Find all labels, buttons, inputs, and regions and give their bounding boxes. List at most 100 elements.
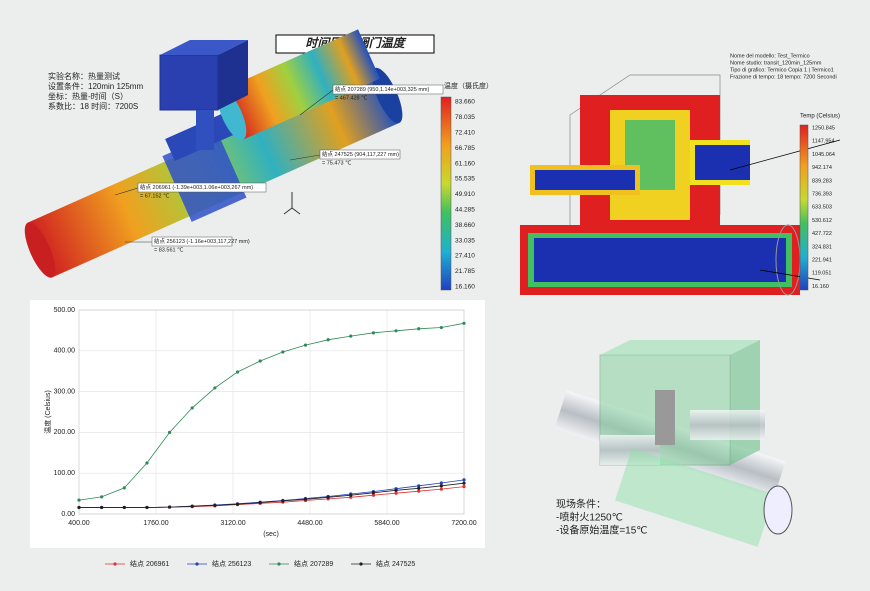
legend-tick-label: 633.503 bbox=[812, 205, 832, 211]
y-tick-label: 400.00 bbox=[54, 348, 76, 355]
legend-tick-label: 49.910 bbox=[455, 191, 475, 198]
callout-node: 结点 207289 (950,1.14e+003,325 mm) bbox=[335, 85, 429, 93]
legend-tick-label: 38.660 bbox=[455, 222, 475, 229]
y-tick-label: 200.00 bbox=[54, 429, 76, 436]
x-tick-label: 4480.00 bbox=[297, 520, 322, 527]
right-legend-title: Temp (Celsius) bbox=[800, 114, 840, 120]
legend-label: 结点 207289 bbox=[294, 559, 333, 568]
data-point bbox=[167, 505, 172, 509]
legend-marker bbox=[195, 562, 199, 566]
legend-tick-label: 55.535 bbox=[455, 176, 475, 183]
legend-tick-label: 16.160 bbox=[812, 284, 829, 290]
callout-node: 结点 206961 (-1.39e+003,1.06e+003,267 mm) bbox=[140, 183, 253, 191]
data-point bbox=[77, 505, 81, 510]
data-point bbox=[371, 491, 376, 495]
data-point bbox=[462, 481, 466, 485]
legend-tick-label: 736.393 bbox=[812, 191, 832, 197]
leader-line bbox=[114, 187, 139, 196]
data-point bbox=[190, 406, 194, 410]
left-model bbox=[24, 29, 403, 278]
model-info: Nome del modello: Test_Termico bbox=[730, 53, 810, 59]
leader-line bbox=[299, 89, 334, 116]
plot-area bbox=[78, 309, 465, 515]
legend-label: 结点 247525 bbox=[376, 559, 415, 568]
model-info: 系数比：18 时间：7200S bbox=[48, 101, 138, 111]
callout-node: 结点 256123 (-1.16e+003,117,227 mm) bbox=[154, 237, 250, 245]
data-point bbox=[417, 486, 421, 490]
condition-text: -喷射火1250℃ bbox=[556, 512, 623, 524]
data-point bbox=[145, 461, 149, 465]
data-point bbox=[371, 331, 376, 335]
right-colorbar bbox=[799, 124, 809, 291]
legend-tick-label: 66.785 bbox=[455, 145, 475, 152]
legend-tick-label: 324.831 bbox=[812, 244, 832, 250]
x-tick-label: 3120.00 bbox=[220, 520, 245, 527]
right-model bbox=[520, 74, 841, 296]
legend-tick-label: 44.285 bbox=[455, 207, 475, 214]
data-point bbox=[417, 484, 421, 488]
legend-tick-label: 72.410 bbox=[455, 130, 475, 137]
data-point bbox=[417, 327, 421, 331]
data-point bbox=[100, 495, 104, 499]
model-info: 实验名称：热量测试 bbox=[48, 71, 120, 81]
series-line bbox=[78, 322, 465, 501]
callout-value: = 467.428 ℃ bbox=[335, 94, 367, 101]
callout-value: = 75.473 ℃ bbox=[322, 159, 351, 166]
model-info: Tipo di grafico: Termico Copia 1 | Termi… bbox=[730, 67, 834, 73]
leader-line bbox=[289, 154, 321, 161]
x-axis-label: (sec) bbox=[263, 531, 279, 538]
legend-tick-label: 1147.954 bbox=[812, 139, 835, 145]
callout-value: = 83.561 ℃ bbox=[154, 246, 183, 253]
x-tick-label: 7200.00 bbox=[451, 520, 476, 527]
condition-text: -设备原始温度=15℃ bbox=[556, 524, 648, 537]
data-point bbox=[462, 478, 466, 482]
model-info: 设置条件：120min 125mm bbox=[48, 81, 143, 91]
legend-tick-label: 61.160 bbox=[455, 160, 475, 167]
data-point bbox=[167, 430, 172, 434]
model-info: 坐标：热量-时间（S） bbox=[48, 91, 128, 101]
y-tick-label: 300.00 bbox=[54, 388, 76, 395]
legend-tick-label: 221.941 bbox=[812, 257, 832, 263]
x-tick-label: 1760.00 bbox=[143, 520, 168, 527]
data-point bbox=[145, 505, 149, 510]
data-point bbox=[281, 499, 285, 503]
data-point bbox=[258, 500, 262, 505]
legend-tick-label: 119.051 bbox=[812, 271, 831, 277]
callout-node: 结点 247525 (904,117,227 mm) bbox=[322, 150, 399, 158]
field-model bbox=[554, 340, 793, 547]
data-point bbox=[213, 503, 217, 508]
condition-text: 现场条件： bbox=[556, 498, 606, 511]
data-point bbox=[303, 343, 308, 347]
legend-tick-label: 27.410 bbox=[455, 253, 475, 260]
left-colorbar bbox=[440, 96, 452, 291]
callout-box bbox=[332, 84, 444, 95]
legend-tick-label: 33.035 bbox=[455, 237, 475, 244]
data-point bbox=[190, 504, 194, 508]
data-point bbox=[326, 338, 330, 342]
data-point bbox=[439, 481, 443, 485]
data-point bbox=[303, 497, 308, 501]
callout-box bbox=[319, 149, 401, 160]
data-point bbox=[326, 495, 330, 499]
data-point bbox=[213, 386, 217, 390]
data-point bbox=[77, 498, 81, 502]
legend-tick-label: 942.174 bbox=[812, 165, 832, 171]
legend-marker bbox=[113, 562, 117, 566]
data-point bbox=[349, 493, 353, 497]
legend-tick-label: 83.660 bbox=[455, 99, 475, 106]
data-point bbox=[235, 370, 240, 374]
legend-tick-label: 427.722 bbox=[812, 231, 832, 237]
model-info: Nome studio: transit_120min_125mm bbox=[730, 60, 822, 66]
y-axis-label: 温度 (Celsius) bbox=[43, 390, 52, 434]
y-tick-label: 0.00 bbox=[61, 511, 75, 518]
legend-label: 结点 256123 bbox=[212, 559, 251, 568]
legend-tick-label: 839.283 bbox=[812, 178, 832, 184]
legend-tick-label: 16.160 bbox=[455, 284, 475, 291]
legend-tick-label: 530.612 bbox=[812, 218, 832, 224]
callout-box bbox=[151, 236, 233, 247]
data-point bbox=[462, 321, 466, 325]
x-tick-label: 5840.00 bbox=[374, 520, 399, 527]
data-point bbox=[439, 487, 443, 491]
callout-value: = 67.152 ℃ bbox=[140, 192, 169, 199]
